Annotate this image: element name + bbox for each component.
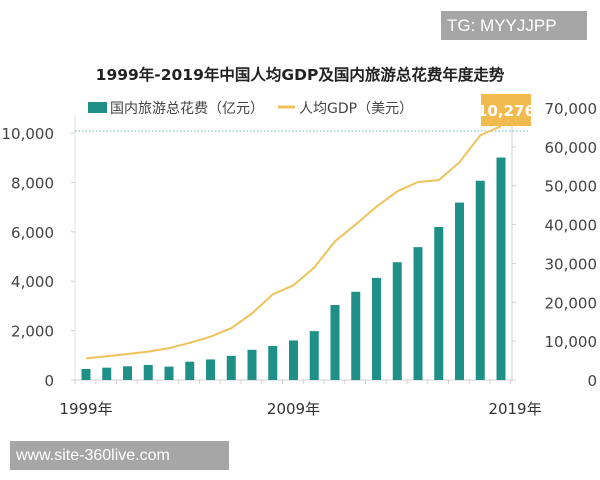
bar-2011 [330,304,340,380]
right-tick-label: 40,000 [545,217,598,235]
bar-2007 [247,349,257,380]
bar-2019 [496,157,506,380]
x-tick-label: 1999年 [59,400,112,418]
watermark-bottom: www.site-360live.com [10,441,229,470]
bar-2010 [309,331,319,380]
bar-2009 [289,340,298,380]
gdp-line [85,125,502,360]
left-tick-label: 6,000 [11,224,54,242]
bar-2015 [413,247,423,380]
callout-label: 10,276 [477,102,535,120]
bar-2012 [351,291,361,380]
left-tick-label: 4,000 [11,273,54,291]
callout-box [481,94,531,126]
x-tick-label: 2009年 [267,400,320,418]
bar-2003 [164,366,174,380]
legend-bar-swatch [88,102,107,113]
bar-2013 [372,277,381,380]
bar-1999 [81,368,91,380]
bar-2018 [475,180,485,380]
right-tick-label: 0 [587,372,597,390]
right-tick-label: 20,000 [545,294,598,312]
chart-title: 1999年-2019年中国人均GDP及国内旅游总花费年度走势 [96,65,505,84]
bar-2014 [392,262,402,380]
right-tick-label: 10,000 [545,333,598,351]
legend-bar-label: 国内旅游总花费（亿元） [110,101,264,117]
bar-2017 [455,202,464,380]
left-tick-label: 0 [44,372,54,390]
right-tick-label: 60,000 [545,139,598,157]
bar-2000 [102,367,112,380]
legend-line-label: 人均GDP（美元） [299,101,413,117]
bar-2008 [268,346,278,380]
bar-2016 [434,226,444,380]
left-tick-label: 8,000 [11,174,54,192]
bar-2002 [143,364,153,380]
bar-2006 [226,355,236,380]
right-tick-label: 30,000 [545,255,598,273]
bar-2004 [185,361,195,380]
left-tick-label: 2,000 [11,323,54,341]
right-tick-label: 70,000 [545,100,598,118]
bar-2005 [206,359,215,380]
left-tick-label: 10,000 [2,125,55,143]
right-tick-label: 50,000 [545,178,598,196]
bar-2001 [123,366,132,380]
watermark-top: TG: MYYJJPP [441,11,587,40]
x-tick-label: 2019年 [488,400,541,418]
